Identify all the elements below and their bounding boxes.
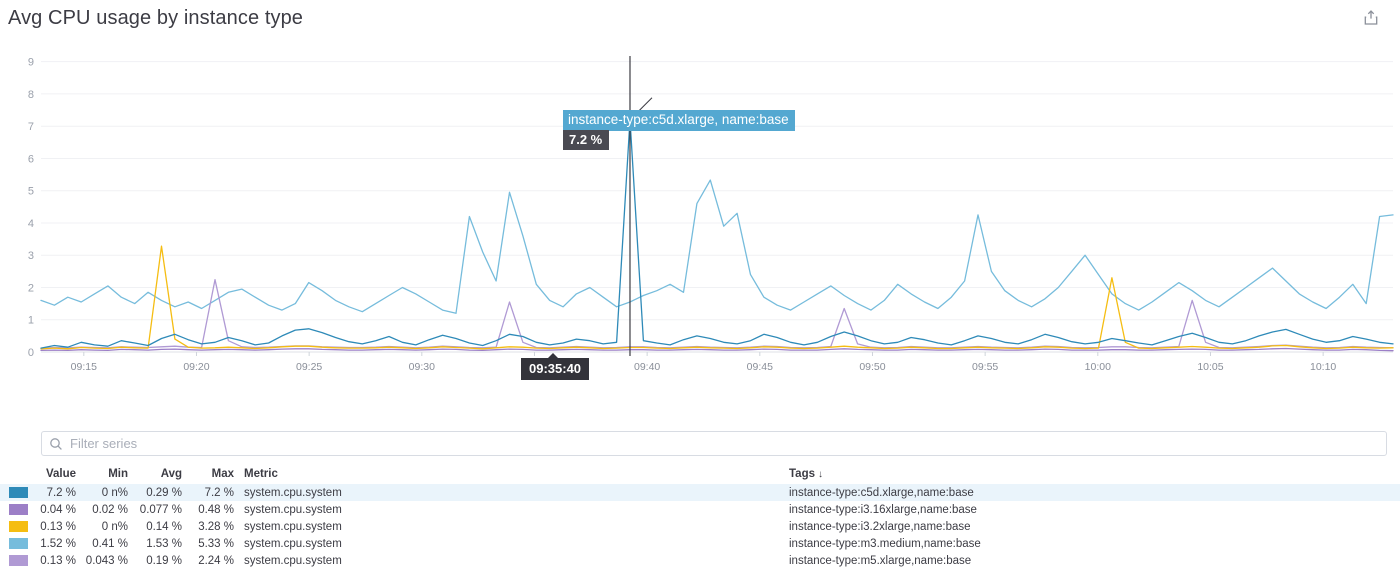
y-axis-tick-label: 5 <box>28 186 34 198</box>
legend-min: 0.043 % <box>85 554 128 567</box>
x-axis-tick-label: 10:05 <box>1197 361 1223 373</box>
search-icon <box>49 437 63 451</box>
legend-metric: system.cpu.system <box>244 486 342 499</box>
x-axis-tick-label: 09:25 <box>296 361 322 373</box>
color-swatch <box>9 487 28 498</box>
legend-max: 7.2 % <box>204 486 234 499</box>
legend-max: 5.33 % <box>198 537 234 550</box>
color-swatch <box>9 538 28 549</box>
y-axis-tick-label: 8 <box>28 89 34 101</box>
series-line[interactable] <box>40 179 1394 314</box>
series-color-swatch[interactable] <box>0 501 28 518</box>
series-color-swatch[interactable] <box>0 518 28 535</box>
y-axis-tick-label: 7 <box>28 121 34 133</box>
y-axis-tick-label: 1 <box>28 315 34 327</box>
legend-value: 0.04 % <box>40 503 76 516</box>
legend-value: 1.52 % <box>40 537 76 550</box>
tooltip-time-label: 09:35:40 <box>521 353 590 380</box>
legend-tags: instance-type:i3.16xlarge,name:base <box>789 503 977 516</box>
table-row[interactable]: 0.04 % 0.02 % 0.077 % 0.48 % system.cpu.syst… <box>0 501 1400 518</box>
color-swatch <box>9 521 28 532</box>
x-axis-tick-label: 09:40 <box>634 361 660 373</box>
legend-value: 7.2 % <box>46 486 76 499</box>
legend-tags: instance-type:i3.2xlarge,name:base <box>789 520 971 533</box>
series-line[interactable] <box>40 245 1394 350</box>
series-legend: Value Min Avg Max Metric Tags ↓ 7.2 % 0 n%… <box>0 468 1400 569</box>
column-header-value[interactable]: Value <box>45 468 76 480</box>
tooltip-series-label: instance-type:c5d.xlarge, name:base <box>563 110 795 131</box>
sort-descending-icon: ↓ <box>818 469 823 480</box>
legend-metric: system.cpu.system <box>244 503 342 516</box>
legend-avg: 0.077 % <box>139 503 182 516</box>
legend-value: 0.13 % <box>40 520 76 533</box>
legend-avg: 1.53 % <box>146 537 182 550</box>
legend-value: 0.13 % <box>40 554 76 567</box>
y-axis-tick-label: 6 <box>28 153 34 165</box>
legend-avg: 0.19 % <box>146 554 182 567</box>
page-title: Avg CPU usage by instance type <box>8 7 304 29</box>
table-row[interactable]: 7.2 % 0 n% 0.29 % 7.2 % system.cpu.system ins… <box>0 484 1400 501</box>
legend-metric: system.cpu.system <box>244 554 342 567</box>
column-header-min[interactable]: Min <box>108 468 128 480</box>
tooltip-value-label: 7.2 % <box>563 130 610 150</box>
series-color-swatch[interactable] <box>0 535 28 552</box>
filter-series-input[interactable] <box>70 436 1386 451</box>
widget-header: Avg CPU usage by instance type <box>0 0 1400 44</box>
legend-min: 0.02 % <box>92 503 128 516</box>
x-axis-tick-label: 09:45 <box>747 361 773 373</box>
y-axis-tick-label: 4 <box>28 218 34 230</box>
legend-tags: instance-type:m5.xlarge,name:base <box>789 554 972 567</box>
legend-tags: instance-type:m3.medium,name:base <box>789 537 981 550</box>
x-axis-tick-label: 10:00 <box>1085 361 1111 373</box>
x-axis-tick-label: 09:20 <box>183 361 209 373</box>
x-axis-tick-label: 09:50 <box>859 361 885 373</box>
column-header-metric[interactable]: Metric <box>244 468 278 480</box>
legend-max: 0.48 % <box>198 503 234 516</box>
filter-series-box[interactable] <box>41 431 1387 456</box>
legend-header-row: Value Min Avg Max Metric Tags ↓ <box>0 468 1400 484</box>
legend-max: 3.28 % <box>198 520 234 533</box>
export-share-icon[interactable] <box>1360 7 1382 29</box>
legend-avg: 0.29 % <box>146 486 182 499</box>
filter-row <box>0 428 1400 460</box>
column-header-max[interactable]: Max <box>211 468 234 480</box>
x-axis-tick-label: 09:30 <box>409 361 435 373</box>
legend-metric: system.cpu.system <box>244 520 342 533</box>
color-swatch <box>9 504 28 515</box>
legend-max: 2.24 % <box>198 554 234 567</box>
legend-metric: system.cpu.system <box>244 537 342 550</box>
chart-plot-area[interactable]: 012345678909:1509:2009:2509:3009:3509:40… <box>0 44 1400 384</box>
series-color-swatch[interactable] <box>0 552 28 569</box>
y-axis-tick-label: 9 <box>28 57 34 69</box>
legend-color-header <box>0 468 28 484</box>
legend-table: Value Min Avg Max Metric Tags ↓ 7.2 % 0 n%… <box>0 468 1400 569</box>
table-row[interactable]: 0.13 % 0 n% 0.14 % 3.28 % system.cpu.system i… <box>0 518 1400 535</box>
timeseries-chart[interactable]: 012345678909:1509:2009:2509:3009:3509:40… <box>0 44 1400 384</box>
legend-tags: instance-type:c5d.xlarge,name:base <box>789 486 974 499</box>
column-header-avg[interactable]: Avg <box>160 468 182 480</box>
column-header-tags[interactable]: Tags ↓ <box>785 468 1400 484</box>
series-line[interactable] <box>40 119 1394 349</box>
series-color-swatch[interactable] <box>0 484 28 501</box>
y-axis-tick-label: 3 <box>28 250 34 262</box>
y-axis-tick-label: 0 <box>28 347 34 359</box>
table-row[interactable]: 0.13 % 0.043 % 0.19 % 2.24 % system.cpu.syst… <box>0 552 1400 569</box>
legend-avg: 0.14 % <box>146 520 182 533</box>
y-axis-tick-label: 2 <box>28 282 34 294</box>
x-axis-tick-label: 09:55 <box>972 361 998 373</box>
series-line[interactable] <box>40 347 1394 352</box>
color-swatch <box>9 555 28 566</box>
x-axis-tick-label: 10:10 <box>1310 361 1336 373</box>
legend-min: 0.41 % <box>92 537 128 550</box>
table-row[interactable]: 1.52 % 0.41 % 1.53 % 5.33 % system.cpu.syste… <box>0 535 1400 552</box>
legend-min: 0 n% <box>101 486 128 499</box>
x-axis-tick-label: 09:15 <box>71 361 97 373</box>
legend-min: 0 n% <box>101 520 128 533</box>
column-header-tags-label: Tags <box>789 468 815 480</box>
